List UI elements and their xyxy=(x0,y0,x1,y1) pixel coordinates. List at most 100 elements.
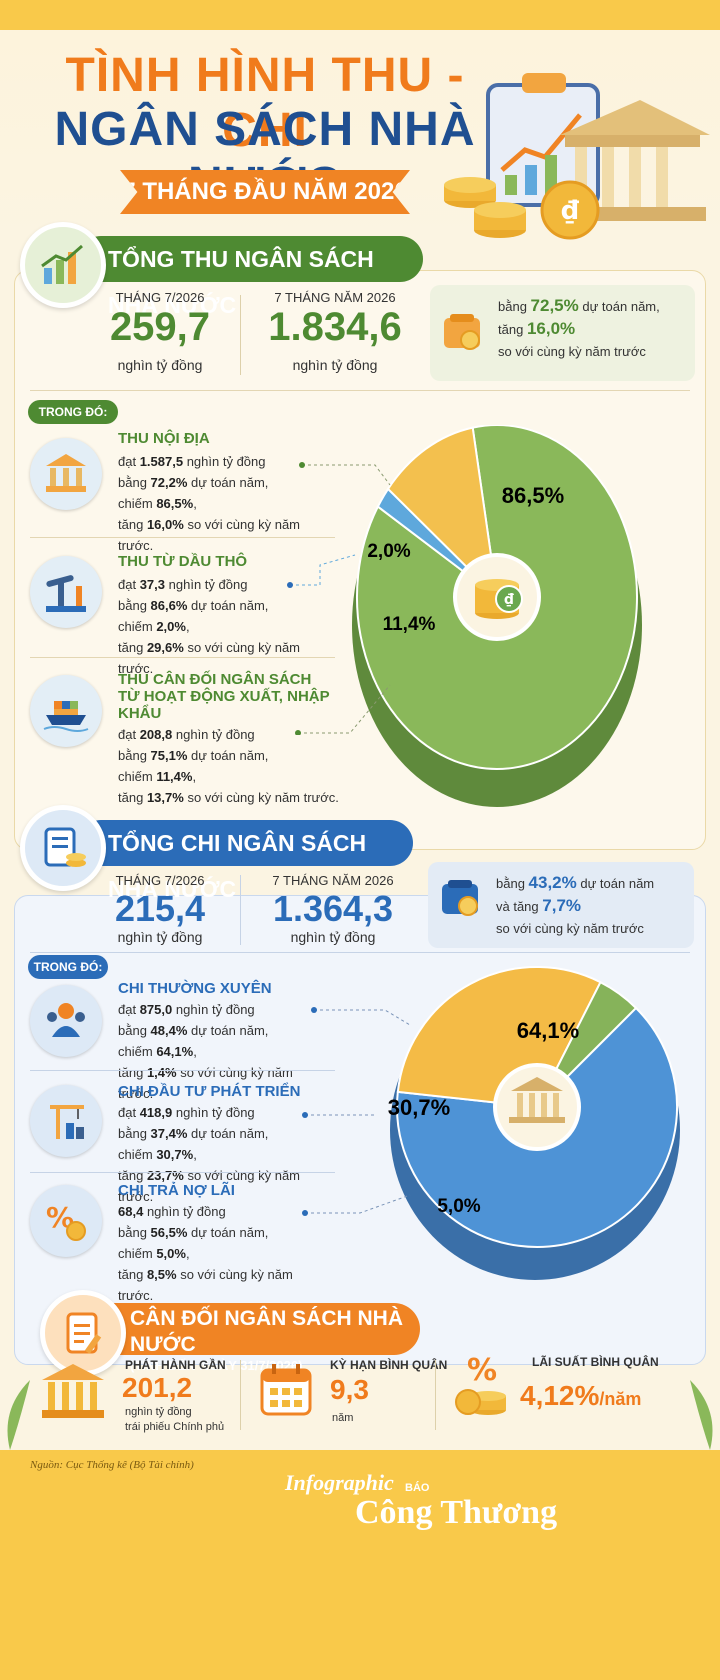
line-text: bằng xyxy=(118,1023,147,1038)
subtitle-ribbon: 7 THÁNG ĐẦU NĂM 2026 xyxy=(120,170,410,214)
revenue-heading: TỔNG THU NGÂN SÁCH NHÀ NƯỚC xyxy=(78,236,423,318)
issue-label: PHÁT HÀNH GẦN xyxy=(125,1358,226,1372)
revenue-pie-chart: ₫ 86,5% 2,0% 11,4% xyxy=(352,425,642,807)
exp-note-growth: 7,7% xyxy=(542,896,582,915)
rev-ytd-unit: nghìn tỷ đồng xyxy=(292,357,378,373)
clipboard-coins-icon xyxy=(20,805,106,891)
line-value: 48,4% xyxy=(150,1023,188,1038)
divider xyxy=(30,1172,335,1173)
rev-ytd-value: 1.834,6 xyxy=(268,305,402,349)
exp-note-mid: dự toán năm xyxy=(580,876,655,891)
line-text: bằng xyxy=(118,1126,147,1141)
exp-month-label: THÁNG 7/2026 xyxy=(115,873,205,888)
line-text: , xyxy=(193,496,197,511)
pie-label: 64,1% xyxy=(517,1018,579,1043)
term-label: KỲ HẠN BÌNH QUÂN xyxy=(330,1358,448,1372)
exp-item-interest: CHI TRẢ NỢ LÃI 68,4 nghìn tỷ đồng bằng 5… xyxy=(118,1182,323,1306)
dong-coin-icon xyxy=(495,585,523,613)
exp-note-pct: 43,2% xyxy=(528,873,577,892)
svg-text:%: % xyxy=(467,1353,497,1388)
rev-note-suffix: so với cùng kỳ năm trước xyxy=(498,344,646,359)
line-text: chiếm xyxy=(118,769,153,784)
line-text: , xyxy=(193,1147,197,1162)
line-text: nghìn tỷ đồng xyxy=(175,727,255,742)
coins-bank-illustration: ₫ xyxy=(444,73,710,240)
line-value: 5,0% xyxy=(156,1246,186,1261)
bank-icon xyxy=(511,1077,563,1091)
line-text: nghìn tỷ đồng xyxy=(146,1204,226,1219)
item-title: THU TỪ DẦU THÔ xyxy=(118,553,248,570)
line-text: đạt xyxy=(118,1002,137,1017)
exp-item-recurrent: CHI THƯỜNG XUYÊN đạt 875,0 nghìn tỷ đồng… xyxy=(118,980,323,1104)
bank-icon xyxy=(529,1093,535,1117)
percent-coins-icon: % xyxy=(455,1353,506,1415)
line-text: dự toán năm, xyxy=(191,1126,269,1141)
line-value: 1,4% xyxy=(146,1065,177,1080)
exp-note-prefix: bằng xyxy=(496,876,525,891)
rev-note-pct: 72,5% xyxy=(530,296,579,315)
line-text: tăng xyxy=(118,1065,144,1080)
line-text: tăng xyxy=(118,640,144,655)
line-value: 418,9 xyxy=(139,1105,173,1120)
line-value: 64,1% xyxy=(156,1044,194,1059)
divider xyxy=(240,875,241,945)
line-text: , xyxy=(185,619,190,634)
source-note: Nguồn: Cục Thống kê (Bộ Tài chính) xyxy=(30,1459,194,1471)
issue-unit: nghìn tỷ đồng trái phiếu Chính phủ xyxy=(125,1405,224,1435)
item-title: CHI TRẢ NỢ LÃI xyxy=(118,1182,235,1199)
line-text: đạt xyxy=(118,1105,137,1120)
cargo-ship-icon xyxy=(30,675,102,747)
line-text: , xyxy=(185,1246,190,1261)
pie-label: 86,5% xyxy=(502,483,564,508)
dong-coin-icon: ₫ xyxy=(504,592,514,608)
percent-coin-icon: % xyxy=(30,1185,102,1257)
line-value: 86,5% xyxy=(156,496,194,511)
line-text: dự toán năm, xyxy=(191,475,269,490)
line-text: so với cùng kỳ năm trước. xyxy=(118,1267,293,1303)
line-text: so với cùng kỳ năm trước. xyxy=(118,640,301,676)
rev-ytd-label: 7 THÁNG NĂM 2026 xyxy=(274,290,396,305)
expenditure-pie-chart: 64,1% 30,7% 5,0% xyxy=(388,966,680,1280)
issue-unit-line: nghìn tỷ đồng xyxy=(125,1406,192,1418)
clipboard-pen-icon xyxy=(40,1290,126,1376)
line-text: tăng xyxy=(118,1168,144,1183)
oil-pump-icon xyxy=(30,556,102,628)
line-text: , xyxy=(193,1044,197,1059)
line-text: so với cùng kỳ năm trước. xyxy=(118,517,301,553)
line-text: nghìn tỷ đồng xyxy=(186,454,266,469)
brand-logo: Công Thương xyxy=(355,1494,558,1531)
brand-infographic: Infographic xyxy=(285,1470,394,1495)
pie-slice xyxy=(356,425,638,770)
line-value: 29,6% xyxy=(146,640,184,655)
line-value: 30,7% xyxy=(156,1147,194,1162)
line-text: so với cùng kỳ năm trước. xyxy=(118,1065,293,1101)
divider xyxy=(240,1360,241,1430)
pie-label: 5,0% xyxy=(437,1196,480,1217)
line-text: đạt xyxy=(118,454,137,469)
line-text: tăng xyxy=(118,790,144,805)
line-text: , xyxy=(192,769,197,784)
bank-icon xyxy=(517,1093,523,1117)
line-text: bằng xyxy=(118,598,147,613)
line-text: bằng xyxy=(118,1225,147,1240)
crane-icon xyxy=(30,1085,102,1157)
issue-value: 201,2 xyxy=(122,1372,193,1403)
line-value: 1.587,5 xyxy=(139,454,184,469)
divider xyxy=(30,1070,335,1071)
issue-unit-line: trái phiếu Chính phủ xyxy=(125,1421,225,1433)
line-value: 72,2% xyxy=(150,475,188,490)
divider xyxy=(30,952,690,953)
line-text: nghìn tỷ đồng xyxy=(175,1105,255,1120)
term-unit: năm xyxy=(332,1412,354,1424)
line-text: tăng xyxy=(118,517,144,532)
item-title: CHI ĐẦU TƯ PHÁT TRIỂN xyxy=(118,1083,301,1100)
item-title-line2: TỪ HOẠT ĐỘNG XUẤT, NHẬP KHẨU xyxy=(118,688,330,722)
line-value: 56,5% xyxy=(150,1225,188,1240)
bank-icon xyxy=(541,1093,547,1117)
footer xyxy=(0,1450,720,1680)
line-text: so với cùng kỳ năm trước. xyxy=(118,1168,301,1204)
line-value: 8,5% xyxy=(146,1267,177,1282)
divider xyxy=(30,390,690,391)
exp-ytd-unit: nghìn tỷ đồng xyxy=(290,929,376,945)
rev-tag: TRONG ĐÓ: xyxy=(28,400,118,424)
